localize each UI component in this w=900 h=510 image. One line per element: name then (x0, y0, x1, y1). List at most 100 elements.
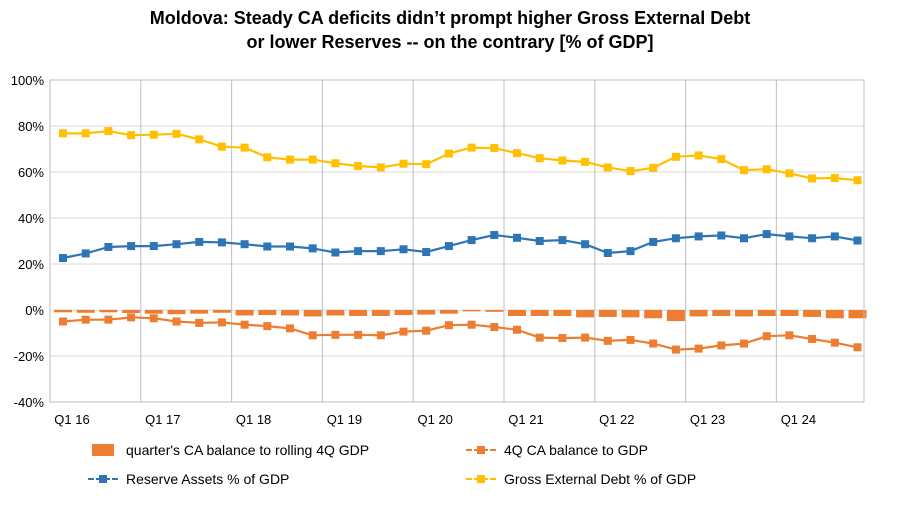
data-point (694, 344, 703, 353)
data-point (240, 240, 249, 249)
data-point (149, 242, 158, 251)
data-point (127, 313, 136, 322)
series-lines (59, 127, 862, 354)
y-tick-label: 0% (25, 303, 44, 318)
data-point (762, 165, 771, 174)
data-point (671, 345, 680, 354)
data-point (740, 234, 748, 243)
data-point (535, 237, 544, 245)
data-point (399, 245, 408, 254)
data-point (81, 315, 90, 324)
bar (167, 310, 186, 315)
data-point (444, 149, 453, 158)
data-point (490, 231, 499, 240)
bar (508, 310, 526, 316)
data-point (717, 155, 726, 164)
bar (735, 310, 753, 317)
bar (122, 310, 141, 313)
data-point (240, 320, 249, 329)
data-point (195, 135, 204, 144)
data-point (172, 129, 181, 138)
bar (99, 310, 118, 313)
data-point (331, 159, 340, 168)
data-point (490, 323, 499, 332)
bar (349, 310, 368, 316)
bar (190, 310, 209, 314)
data-point (808, 234, 817, 243)
data-point (626, 335, 635, 344)
bar (371, 310, 390, 316)
data-point (785, 169, 794, 178)
series-line (63, 130, 858, 182)
data-point (399, 327, 408, 336)
bar (621, 310, 640, 318)
data-point (603, 248, 612, 257)
data-point (853, 176, 862, 185)
data-point (195, 318, 204, 327)
data-point (217, 238, 226, 247)
data-point (603, 336, 612, 345)
data-point (59, 129, 67, 138)
bar (576, 310, 595, 318)
bar (258, 310, 277, 316)
chart-title-line-1: Moldova: Steady CA deficits didn’t promp… (149, 8, 751, 28)
data-point (263, 322, 272, 331)
data-point (195, 237, 204, 246)
data-point (376, 247, 385, 256)
data-point (581, 240, 590, 249)
data-point (853, 343, 862, 352)
data-point (376, 331, 385, 340)
data-point (308, 331, 317, 340)
bar (76, 310, 95, 313)
data-point (626, 247, 635, 256)
data-point (104, 127, 113, 136)
bar (848, 310, 867, 319)
chart-title-line-2: or lower Reserves -- on the contrary [% … (246, 32, 654, 52)
x-tick-label: Q1 23 (690, 412, 725, 427)
bar (712, 310, 731, 316)
data-point (558, 334, 567, 343)
data-point (513, 233, 521, 242)
bar (825, 310, 844, 319)
y-tick-label: 100% (11, 73, 45, 88)
data-point (649, 339, 658, 348)
data-point (671, 234, 680, 243)
y-tick-label: -20% (14, 349, 45, 364)
x-tick-label: Q1 17 (145, 412, 180, 427)
data-point (649, 163, 658, 172)
data-point (127, 242, 136, 251)
data-point (331, 330, 340, 339)
data-point (354, 330, 363, 339)
data-point (467, 236, 476, 245)
data-point (354, 247, 363, 256)
data-point (240, 143, 249, 152)
data-point (172, 317, 181, 326)
bar (281, 310, 299, 316)
x-tick-label: Q1 24 (781, 412, 816, 427)
bar (530, 310, 549, 316)
data-point (830, 173, 839, 182)
bar (553, 310, 572, 316)
bar (303, 310, 322, 317)
data-point (217, 318, 226, 327)
data-point (581, 333, 590, 342)
data-point (286, 324, 294, 333)
data-point (603, 163, 612, 172)
data-point (694, 151, 703, 160)
data-point (785, 232, 794, 241)
bar (644, 310, 663, 319)
data-point (308, 244, 317, 253)
bar (780, 310, 799, 316)
data-point (717, 231, 726, 240)
data-point (626, 167, 635, 176)
data-point (376, 163, 385, 172)
data-point (127, 131, 136, 140)
bar (689, 310, 708, 317)
series-line (62, 233, 858, 260)
data-point (263, 242, 272, 251)
data-point (422, 248, 431, 257)
data-point (808, 174, 817, 183)
bar (803, 310, 822, 317)
data-point (331, 248, 340, 257)
data-point (444, 321, 453, 330)
